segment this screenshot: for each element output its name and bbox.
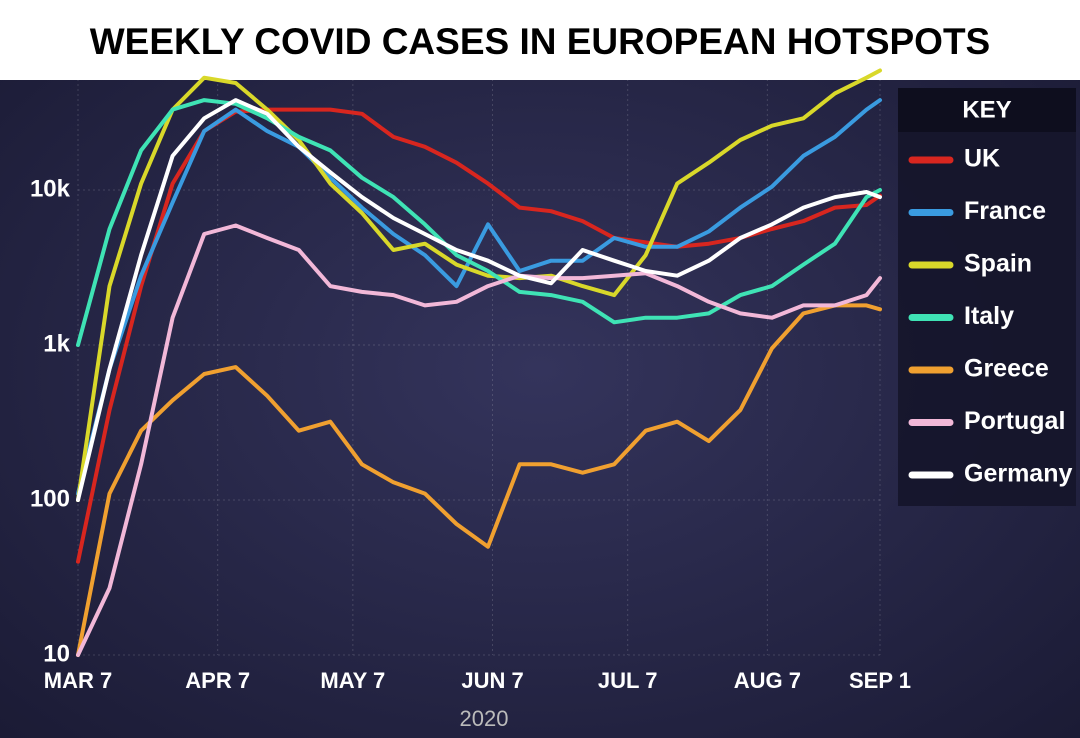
series-line [76, 303, 882, 657]
x-tick-label: APR 7 [185, 668, 250, 693]
x-tick-label: JUN 7 [461, 668, 523, 693]
y-tick-label: 1k [43, 330, 70, 357]
legend-label: Italy [964, 302, 1014, 330]
x-tick-label: AUG 7 [734, 668, 801, 693]
title-banner [0, 0, 1080, 80]
series-line [76, 223, 882, 657]
x-tick-label: JUL 7 [598, 668, 658, 693]
legend-label: Spain [964, 250, 1032, 278]
legend-label: UK [964, 145, 1000, 173]
series-line [76, 98, 882, 502]
legend-label: Greece [964, 355, 1049, 383]
legend-label: Portugal [964, 407, 1065, 435]
x-tick-label: MAR 7 [44, 668, 112, 693]
y-tick-label: 10k [30, 175, 71, 202]
legend-title: KEY [962, 96, 1011, 123]
series-line [76, 98, 882, 496]
legend-header [898, 88, 1076, 132]
series-line [76, 68, 882, 502]
y-tick-label: 10 [43, 640, 70, 667]
series-line [76, 98, 882, 347]
chart-title: WEEKLY COVID CASES IN EUROPEAN HOTSPOTS [90, 21, 990, 62]
legend-label: Germany [964, 460, 1072, 488]
x-tick-label: MAY 7 [320, 668, 385, 693]
x-tick-label: SEP 1 [849, 668, 911, 693]
x-axis-label: 2020 [460, 706, 509, 731]
legend-label: France [964, 197, 1046, 225]
y-tick-label: 100 [30, 485, 70, 512]
